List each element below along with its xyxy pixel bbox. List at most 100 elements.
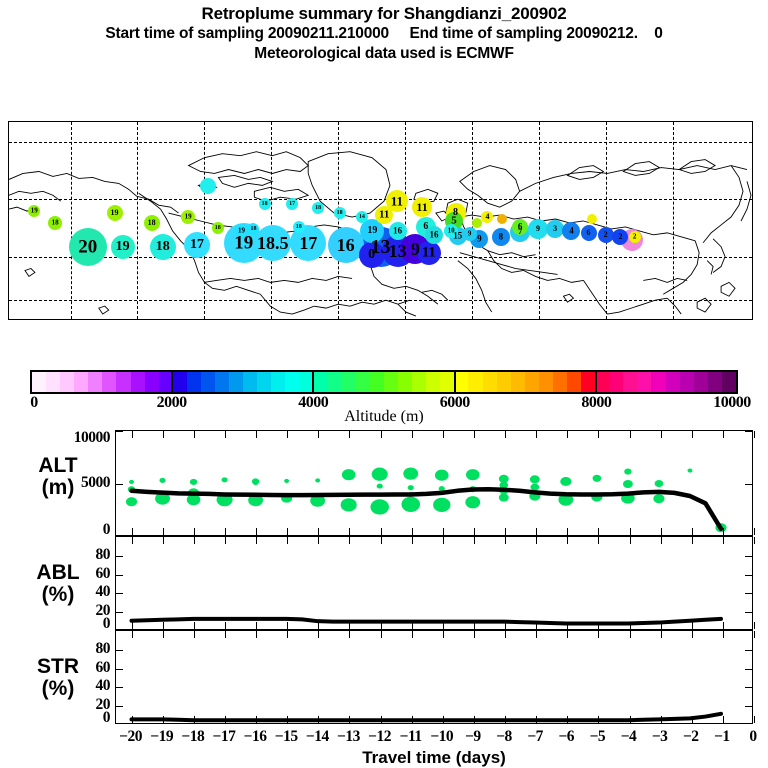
altitude-colorbar[interactable]: [30, 370, 738, 394]
alt-x-tick: [442, 528, 444, 535]
plume-marker: [286, 197, 299, 210]
alt-scatter-point: [129, 479, 134, 485]
plume-marker: [528, 218, 549, 239]
colorbar-swatch: [200, 372, 216, 392]
str-x-tick: [256, 716, 258, 723]
x-tick-label: −15: [274, 728, 298, 745]
str-panel-label: STR (%): [6, 656, 110, 700]
str-x-tick: [505, 716, 507, 723]
colorbar-swatch: [651, 372, 666, 392]
abl-label-line1: ABL: [36, 561, 80, 584]
abl-x-tick: [131, 537, 133, 544]
colorbar-swatch: [383, 372, 399, 392]
abl-x-tick: [442, 622, 444, 629]
map-meridian-8: [605, 122, 607, 319]
abl-y-tick: [116, 612, 123, 614]
abl-x-tick: [349, 537, 351, 544]
abl-x-tick: [473, 537, 475, 544]
colorbar-swatch: [581, 372, 596, 392]
x-axis-tick-labels: −20 −19 −18 −17 −16 −15 −14 −13 −12 −11 −10 −9 −8 −7−…: [115, 728, 757, 748]
alt-x-tick: [411, 528, 413, 535]
colorbar-swatch: [60, 372, 75, 392]
alt-scatter-point: [653, 494, 665, 504]
plume-marker-label: 5: [451, 214, 457, 227]
str-x-tick: [411, 716, 413, 723]
colorbar-swatch: [313, 372, 328, 392]
plume-marker: [358, 241, 385, 268]
colorbar-tick: 0: [30, 394, 38, 411]
str-x-tick: [536, 631, 538, 638]
alt-y-tick: [116, 431, 123, 432]
plume-marker-label: 19: [234, 232, 254, 254]
str-x-tick: [754, 716, 755, 723]
abl-y-tick-label: 40: [95, 583, 111, 601]
str-x-tick: [193, 716, 195, 723]
colorbar-swatch: [32, 372, 47, 392]
abl-x-tick: [660, 537, 662, 544]
abl-x-tick: [567, 622, 569, 629]
abl-y-tick: [745, 574, 752, 576]
alt-x-tick: [256, 431, 258, 438]
alt-x-tick: [722, 431, 724, 438]
alt-scatter-point: [125, 497, 138, 507]
alt-scatter-point: [465, 469, 480, 481]
plume-marker: [149, 233, 176, 260]
x-tick-label: −20: [119, 728, 142, 745]
plume-marker-label: 18: [261, 200, 268, 207]
alt-x-tick: [193, 528, 195, 535]
colorbar-swatch: [130, 372, 145, 392]
str-y-tick: [745, 687, 752, 689]
plume-marker-label: 11: [416, 200, 428, 215]
alt-panel-label: ALT (m): [6, 455, 110, 499]
plume-marker: [512, 219, 529, 235]
retroplume-map[interactable]: 19 13 20 18.5 17 16 13 9 18 17 0 19 19 11 11 11 8 6 7 9 11 5 1…: [8, 121, 753, 320]
abl-x-tick: [287, 537, 289, 544]
colorbar-swatch: [257, 372, 272, 392]
abl-x-tick: [473, 622, 475, 629]
abl-x-tick: [567, 537, 569, 544]
plume-marker: [355, 210, 368, 223]
str-series-plot: [116, 631, 752, 723]
colorbar-swatch: [327, 372, 342, 392]
plume-marker-label: 14: [358, 213, 365, 220]
plume-marker-label: 19: [184, 212, 192, 221]
plume-marker: [183, 231, 210, 258]
plume-marker-label: 16: [393, 225, 403, 236]
str-plot[interactable]: [115, 630, 755, 724]
plume-marker: [327, 226, 364, 263]
plume-marker-label: 17: [299, 232, 318, 253]
colorbar-swatch: [158, 372, 173, 392]
alt-x-tick: [224, 528, 226, 535]
str-x-tick: [536, 716, 538, 723]
abl-x-tick: [380, 622, 382, 629]
plume-marker-label: 4: [569, 225, 574, 236]
plume-marker: [416, 240, 441, 265]
abl-plot[interactable]: [115, 536, 755, 630]
plume-marker: [597, 226, 614, 243]
alt-x-tick: [629, 528, 631, 535]
abl-x-tick: [536, 537, 538, 544]
colorbar-swatch: [341, 372, 356, 392]
abl-series-plot: [116, 537, 752, 629]
str-x-tick: [505, 631, 507, 638]
alt-x-tick: [660, 431, 662, 438]
colorbar-divider-3: [595, 370, 598, 394]
abl-panel-label: ABL (%): [6, 562, 110, 606]
alt-x-tick: [349, 528, 351, 535]
alt-plot[interactable]: [115, 430, 755, 536]
abl-x-tick: [224, 537, 226, 544]
x-tick-label: −3: [651, 728, 668, 745]
alt-scatter-point: [370, 499, 389, 515]
x-tick-label: −14: [305, 728, 329, 745]
plume-marker-label: 2: [632, 232, 637, 241]
alt-scatter-point: [530, 483, 540, 491]
alt-scatter-point: [558, 493, 574, 506]
colorbar-swatch: [369, 372, 384, 392]
plume-marker-label: 4: [485, 212, 490, 222]
alt-scatter-point: [465, 496, 481, 509]
colorbar-swatch: [116, 372, 131, 392]
alt-x-tick: [691, 528, 693, 535]
plume-marker-label: 8: [498, 231, 504, 242]
alt-x-tick: [287, 431, 289, 438]
plume-marker-label: 10: [447, 226, 455, 235]
